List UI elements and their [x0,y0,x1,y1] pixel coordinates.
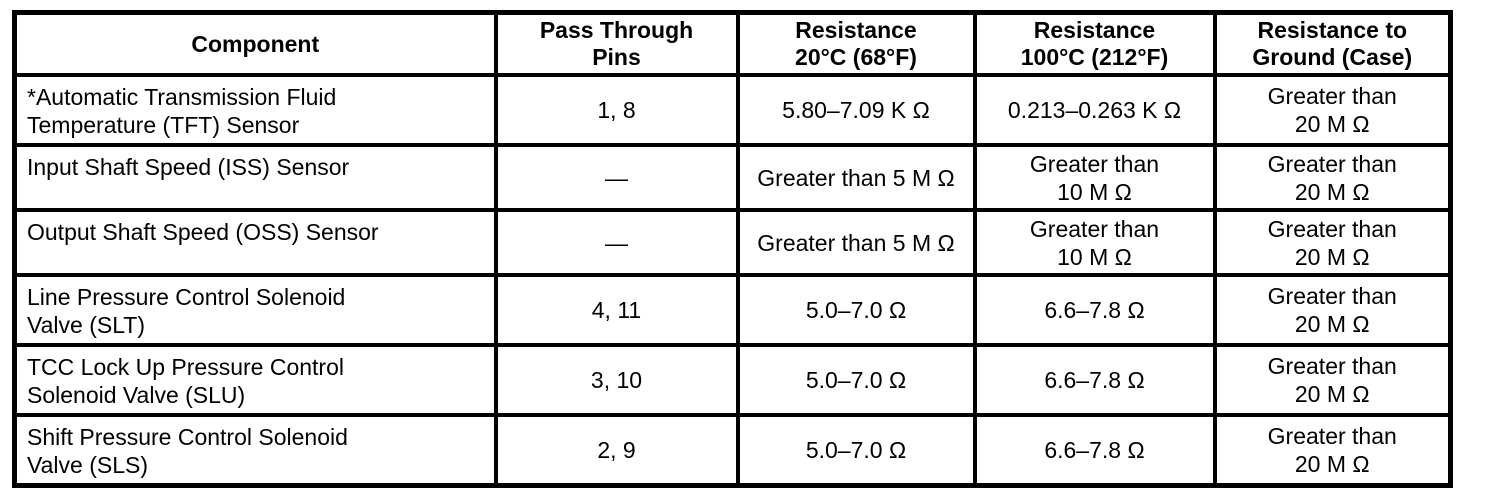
cell-resistance-to-ground: Greater than 20 M Ω [1212,208,1453,277]
cell-resistance-20c: 5.0–7.0 Ω [735,413,977,488]
cell-resistance-to-ground: Greater than 20 M Ω [1212,143,1453,212]
cell-component: *Automatic Transmission Fluid Temperatur… [12,73,498,147]
cell-resistance-100c: Greater than 10 M Ω [972,143,1217,212]
cell-component: Input Shaft Speed (ISS) Sensor [12,143,498,212]
cell-pass-through-pins: — [493,208,740,277]
column-header-resistance-100c: Resistance 100°C (212°F) [972,10,1217,77]
cell-pass-through-pins: 1, 8 [493,73,740,147]
cell-resistance-20c: Greater than 5 M Ω [735,208,977,277]
resistance-specification-table: Component Pass Through Pins Resistance 2… [12,10,1453,488]
cell-resistance-100c: Greater than 10 M Ω [972,208,1217,277]
cell-resistance-to-ground: Greater than 20 M Ω [1212,343,1453,417]
column-header-resistance-to-ground: Resistance to Ground (Case) [1212,10,1453,77]
table-row-slt-solenoid: Line Pressure Control Solenoid Valve (SL… [12,273,1453,347]
table-row-sls-solenoid: Shift Pressure Control Solenoid Valve (S… [12,413,1453,488]
cell-resistance-20c: Greater than 5 M Ω [735,143,977,212]
column-header-resistance-20c: Resistance 20°C (68°F) [735,10,977,77]
cell-component: Line Pressure Control Solenoid Valve (SL… [12,273,498,347]
cell-resistance-100c: 0.213–0.263 K Ω [972,73,1217,147]
header-row: Component Pass Through Pins Resistance 2… [12,10,1453,77]
table-row-tft-sensor: *Automatic Transmission Fluid Temperatur… [12,73,1453,147]
cell-resistance-100c: 6.6–7.8 Ω [972,413,1217,488]
cell-pass-through-pins: 2, 9 [493,413,740,488]
cell-component: TCC Lock Up Pressure Control Solenoid Va… [12,343,498,417]
cell-component: Output Shaft Speed (OSS) Sensor [12,208,498,277]
column-header-pass-through-pins: Pass Through Pins [493,10,740,77]
table-row-iss-sensor: Input Shaft Speed (ISS) Sensor — Greater… [12,143,1453,212]
cell-resistance-100c: 6.6–7.8 Ω [972,273,1217,347]
table-body: *Automatic Transmission Fluid Temperatur… [12,73,1453,488]
table-row-slu-solenoid: TCC Lock Up Pressure Control Solenoid Va… [12,343,1453,417]
cell-resistance-20c: 5.0–7.0 Ω [735,273,977,347]
cell-component: Shift Pressure Control Solenoid Valve (S… [12,413,498,488]
column-header-component: Component [12,10,498,77]
cell-resistance-20c: 5.80–7.09 K Ω [735,73,977,147]
cell-resistance-to-ground: Greater than 20 M Ω [1212,273,1453,347]
cell-resistance-to-ground: Greater than 20 M Ω [1212,73,1453,147]
cell-resistance-20c: 5.0–7.0 Ω [735,343,977,417]
table-header: Component Pass Through Pins Resistance 2… [12,10,1453,77]
cell-pass-through-pins: 3, 10 [493,343,740,417]
cell-resistance-100c: 6.6–7.8 Ω [972,343,1217,417]
cell-pass-through-pins: — [493,143,740,212]
table-row-oss-sensor: Output Shaft Speed (OSS) Sensor — Greate… [12,208,1453,277]
cell-pass-through-pins: 4, 11 [493,273,740,347]
cell-resistance-to-ground: Greater than 20 M Ω [1212,413,1453,488]
